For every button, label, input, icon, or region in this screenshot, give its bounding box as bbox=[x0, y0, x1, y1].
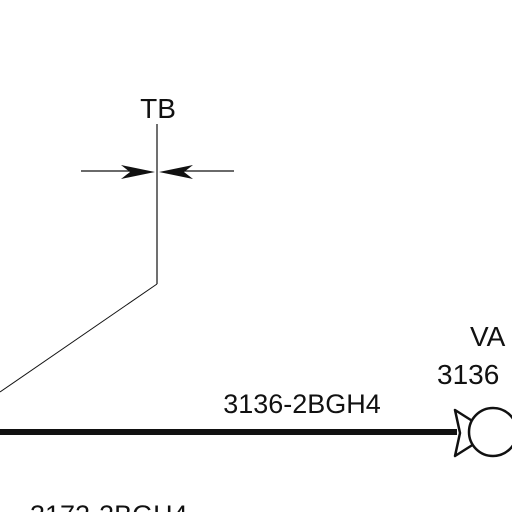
bottom-line-label: 3172-2BGH4 bbox=[30, 500, 188, 512]
tb-leader-diagonal bbox=[0, 283, 158, 393]
valve-tag-number: 3136 bbox=[437, 359, 499, 390]
main-pipe-label: 3136-2BGH4 bbox=[223, 389, 381, 419]
main-pipe-line bbox=[0, 429, 457, 435]
tb-right-arrowhead bbox=[159, 165, 193, 179]
valve-symbol bbox=[453, 406, 512, 458]
valve-tag-top: VA bbox=[470, 321, 506, 352]
tb-left-arrowhead bbox=[121, 165, 155, 179]
main-pipe: 3136-2BGH4 bbox=[0, 389, 457, 435]
tb-label: TB bbox=[140, 93, 176, 124]
valve-circle bbox=[467, 406, 512, 458]
valve-tag: VA 3136 bbox=[437, 321, 506, 390]
tb-dimension-marker: TB bbox=[0, 93, 234, 393]
